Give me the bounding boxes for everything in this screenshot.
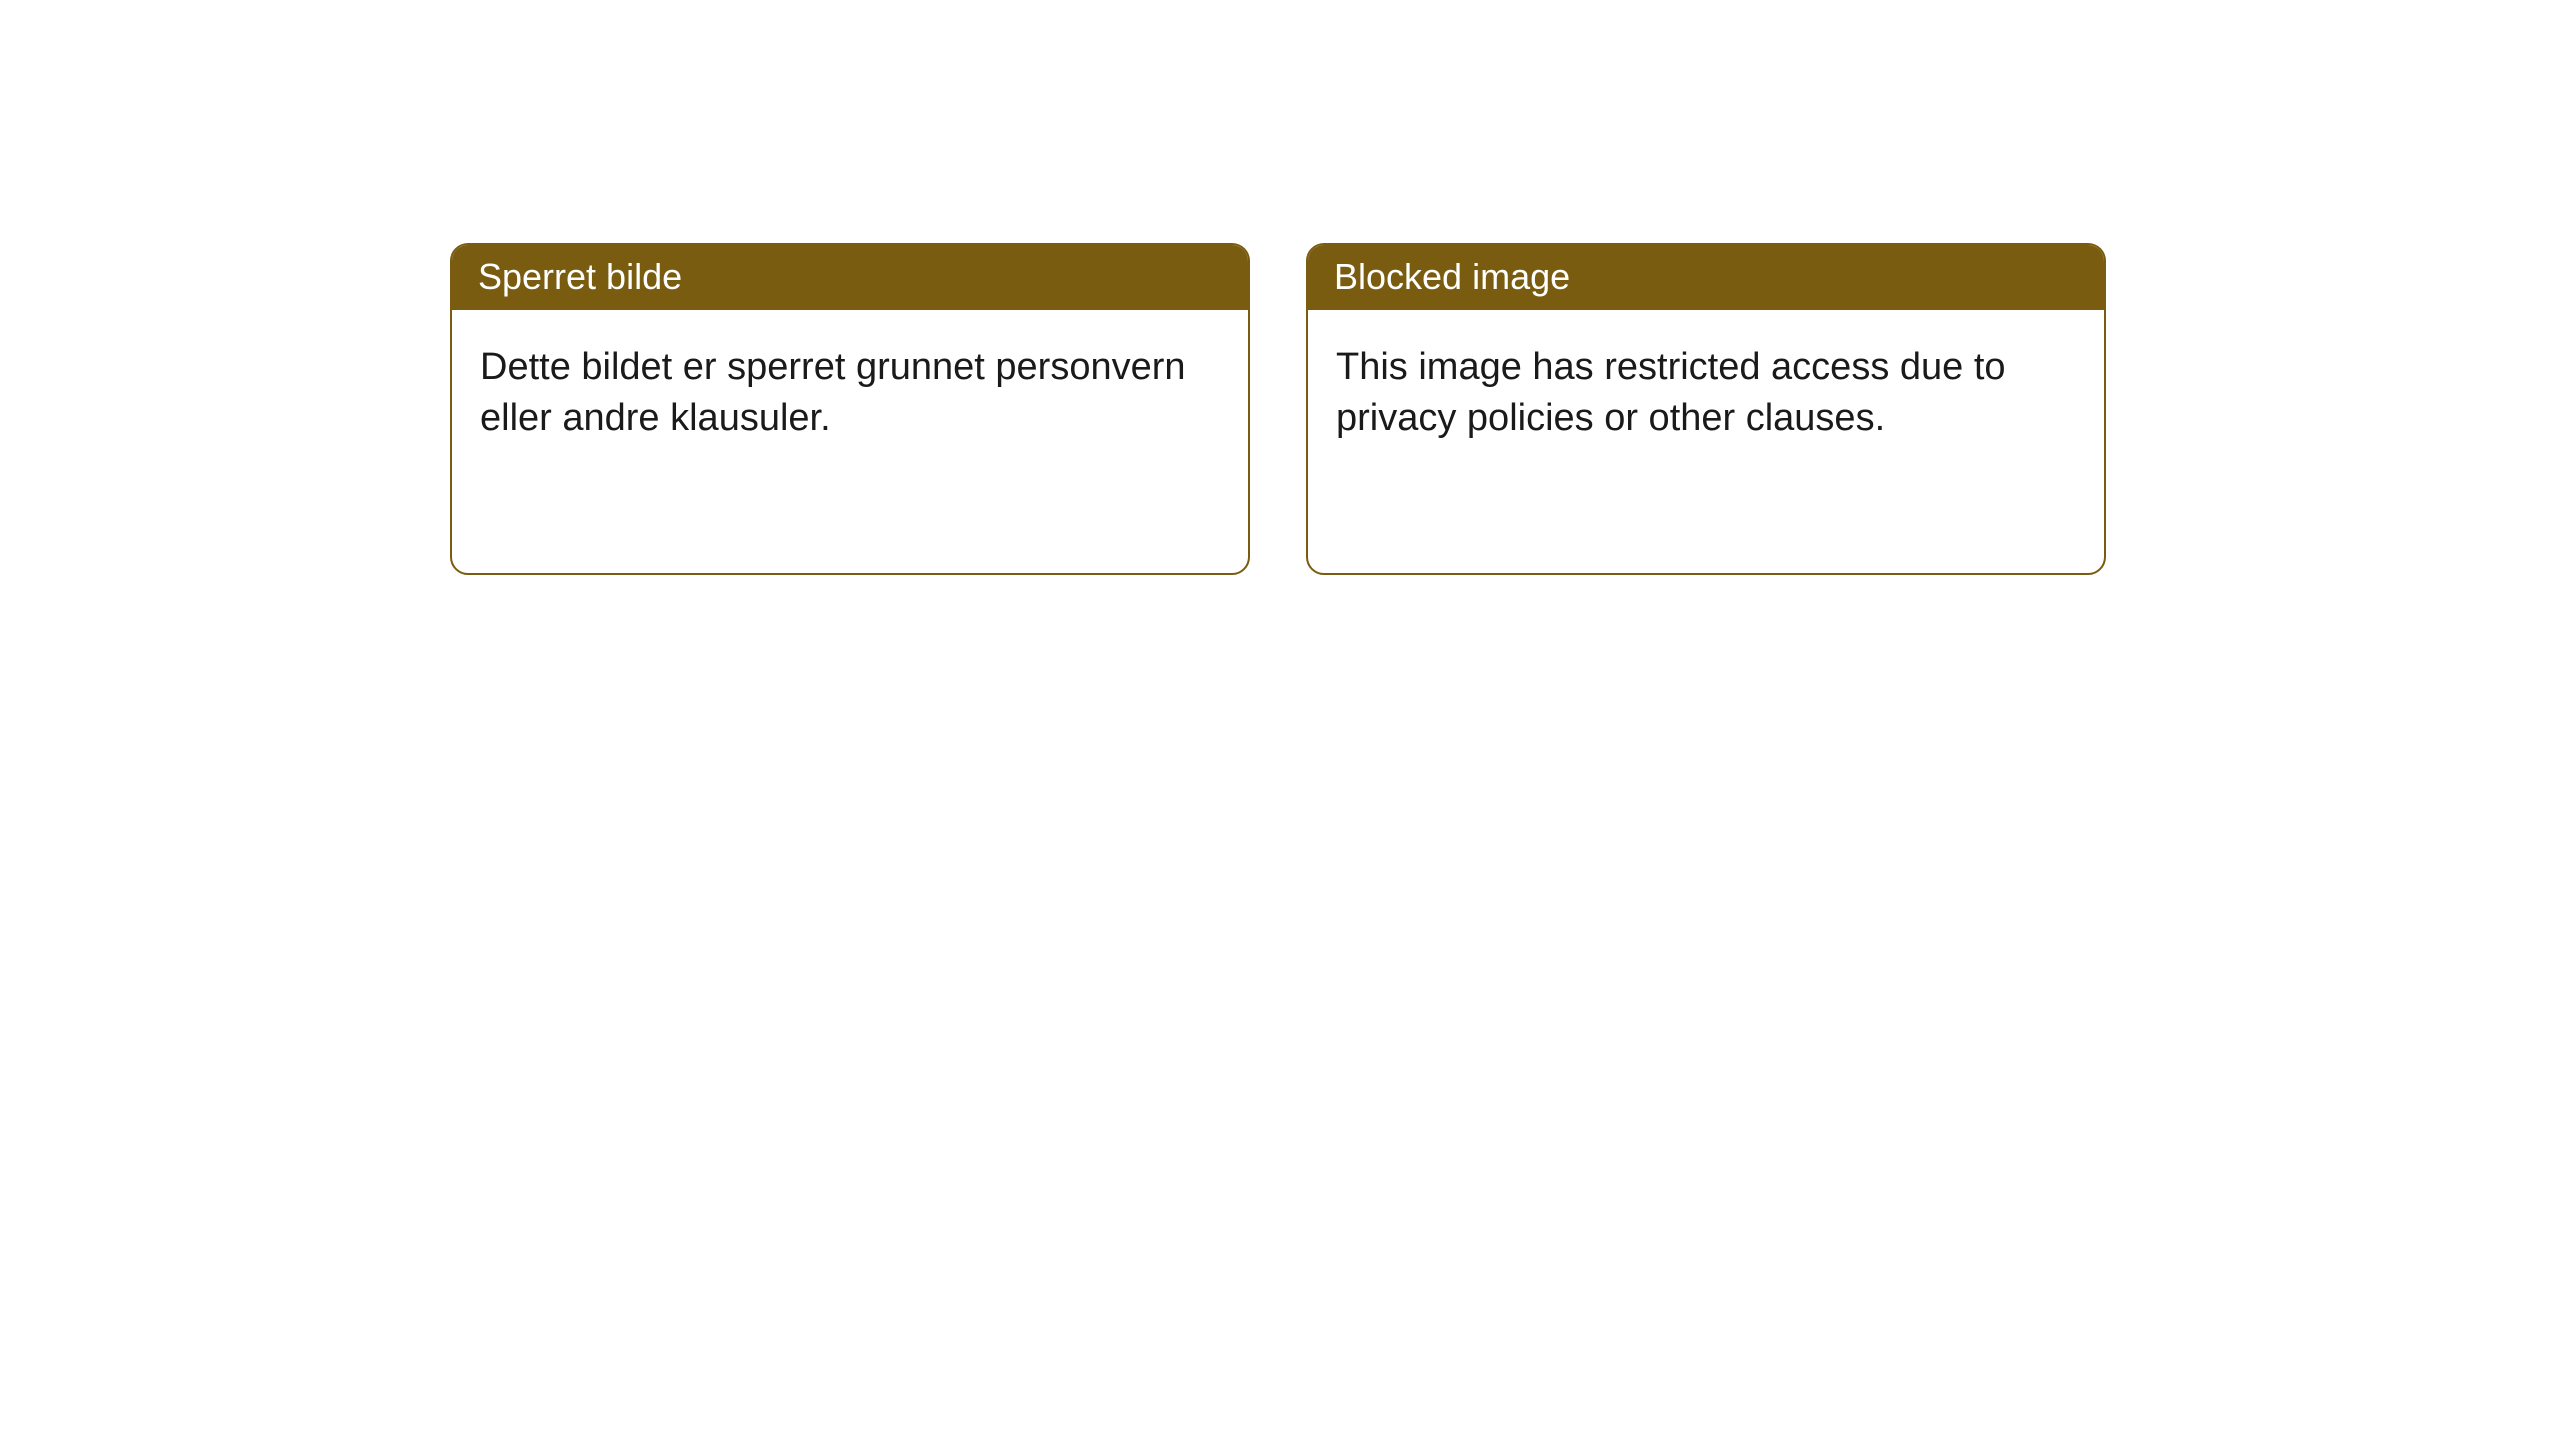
card-norwegian: Sperret bilde Dette bildet er sperret gr… [450, 243, 1250, 575]
card-body-text-no: Dette bildet er sperret grunnet personve… [480, 346, 1186, 439]
card-header-no: Sperret bilde [452, 245, 1248, 310]
card-header-en: Blocked image [1308, 245, 2104, 310]
card-title-en: Blocked image [1334, 256, 1570, 297]
card-title-no: Sperret bilde [478, 256, 682, 297]
card-body-no: Dette bildet er sperret grunnet personve… [452, 310, 1248, 477]
cards-container: Sperret bilde Dette bildet er sperret gr… [450, 243, 2560, 575]
card-body-en: This image has restricted access due to … [1308, 310, 2104, 477]
card-english: Blocked image This image has restricted … [1306, 243, 2106, 575]
card-body-text-en: This image has restricted access due to … [1336, 346, 2006, 439]
